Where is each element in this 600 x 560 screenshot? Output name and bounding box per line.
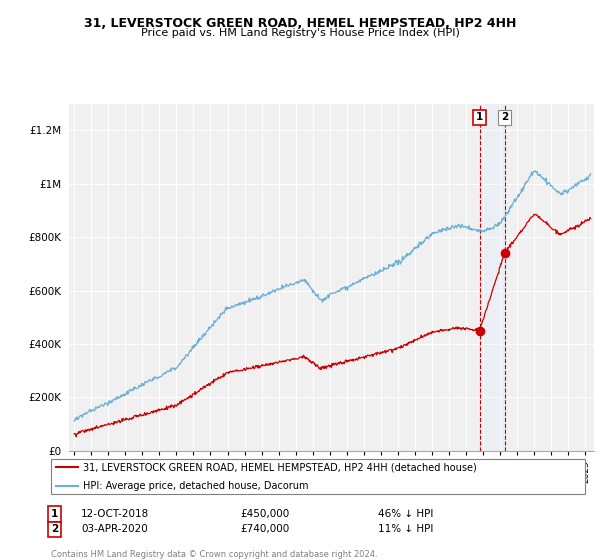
Text: 1: 1 (476, 112, 483, 122)
Text: 12-OCT-2018: 12-OCT-2018 (81, 509, 149, 519)
Text: Price paid vs. HM Land Registry's House Price Index (HPI): Price paid vs. HM Land Registry's House … (140, 28, 460, 38)
Text: 46% ↓ HPI: 46% ↓ HPI (378, 509, 433, 519)
Text: £450,000: £450,000 (240, 509, 289, 519)
Text: 31, LEVERSTOCK GREEN ROAD, HEMEL HEMPSTEAD, HP2 4HH: 31, LEVERSTOCK GREEN ROAD, HEMEL HEMPSTE… (84, 17, 516, 30)
Bar (479, 104, 505, 451)
Text: HPI: Average price, detached house, Dacorum: HPI: Average price, detached house, Daco… (83, 481, 308, 491)
FancyBboxPatch shape (50, 459, 586, 494)
Text: 11% ↓ HPI: 11% ↓ HPI (378, 524, 433, 534)
Text: 31, LEVERSTOCK GREEN ROAD, HEMEL HEMPSTEAD, HP2 4HH (detached house): 31, LEVERSTOCK GREEN ROAD, HEMEL HEMPSTE… (83, 463, 477, 473)
Text: 03-APR-2020: 03-APR-2020 (81, 524, 148, 534)
Text: £740,000: £740,000 (240, 524, 289, 534)
Text: 1: 1 (51, 509, 58, 519)
Text: Contains HM Land Registry data © Crown copyright and database right 2024.
This d: Contains HM Land Registry data © Crown c… (51, 550, 377, 560)
Text: 2: 2 (51, 524, 58, 534)
Text: 2: 2 (501, 112, 508, 122)
